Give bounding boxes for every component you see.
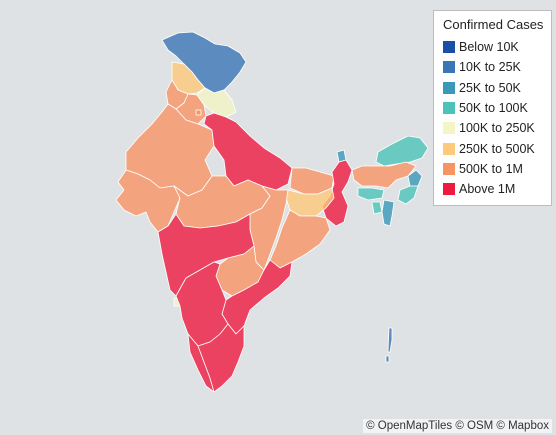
legend-label: 250K to 500K xyxy=(459,141,535,156)
legend-swatch xyxy=(443,41,455,54)
legend-label: Below 10K xyxy=(459,40,519,55)
legend-item[interactable]: 100K to 250K xyxy=(443,118,543,138)
region-tamil-nadu[interactable] xyxy=(197,323,245,393)
legend-item[interactable]: Above 1M xyxy=(443,179,543,199)
legend-label: 100K to 250K xyxy=(459,121,535,136)
legend-label: Above 1M xyxy=(459,182,516,197)
region-assam[interactable] xyxy=(351,161,417,189)
region-tripura[interactable] xyxy=(371,201,383,215)
legend-label: 50K to 100K xyxy=(459,101,528,116)
legend-label: 25K to 50K xyxy=(459,80,521,95)
legend-item[interactable]: 25K to 50K xyxy=(443,78,543,98)
legend-items: Below 10K 10K to 25K 25K to 50K 50K to 100K… xyxy=(443,37,543,199)
legend-label: 500K to 1M xyxy=(459,161,523,176)
region-arunachal-pradesh[interactable] xyxy=(375,135,429,167)
region-odisha[interactable] xyxy=(269,209,331,269)
region-andaman-and-nicobar-islands[interactable] xyxy=(385,327,393,363)
map-legend: Confirmed Cases Below 10K 10K to 25K 25K t… xyxy=(433,10,552,207)
region-meghalaya[interactable] xyxy=(357,187,385,201)
legend-label: 10K to 25K xyxy=(459,60,521,75)
legend-swatch xyxy=(443,183,455,196)
legend-item[interactable]: 250K to 500K xyxy=(443,138,543,158)
legend-swatch xyxy=(443,162,455,175)
legend-swatch xyxy=(443,122,455,135)
region-jharkhand[interactable] xyxy=(285,187,335,217)
region-nagaland[interactable] xyxy=(407,169,423,187)
legend-swatch xyxy=(443,142,455,155)
legend-title: Confirmed Cases xyxy=(443,17,544,32)
legend-swatch xyxy=(443,61,455,74)
legend-item[interactable]: 10K to 25K xyxy=(443,57,543,77)
region-karnataka[interactable] xyxy=(175,261,229,347)
legend-item[interactable]: 50K to 100K xyxy=(443,98,543,118)
region-mizoram[interactable] xyxy=(381,199,395,227)
map-attribution[interactable]: © OpenMapTiles © OSM © Mapbox xyxy=(363,419,552,433)
legend-swatch xyxy=(443,81,455,94)
region-manipur[interactable] xyxy=(397,185,419,205)
region-delhi[interactable] xyxy=(195,109,202,116)
legend-swatch xyxy=(443,102,455,115)
legend-item[interactable]: 500K to 1M xyxy=(443,159,543,179)
region-west-bengal[interactable] xyxy=(321,159,353,227)
legend-item[interactable]: Below 10K xyxy=(443,37,543,57)
